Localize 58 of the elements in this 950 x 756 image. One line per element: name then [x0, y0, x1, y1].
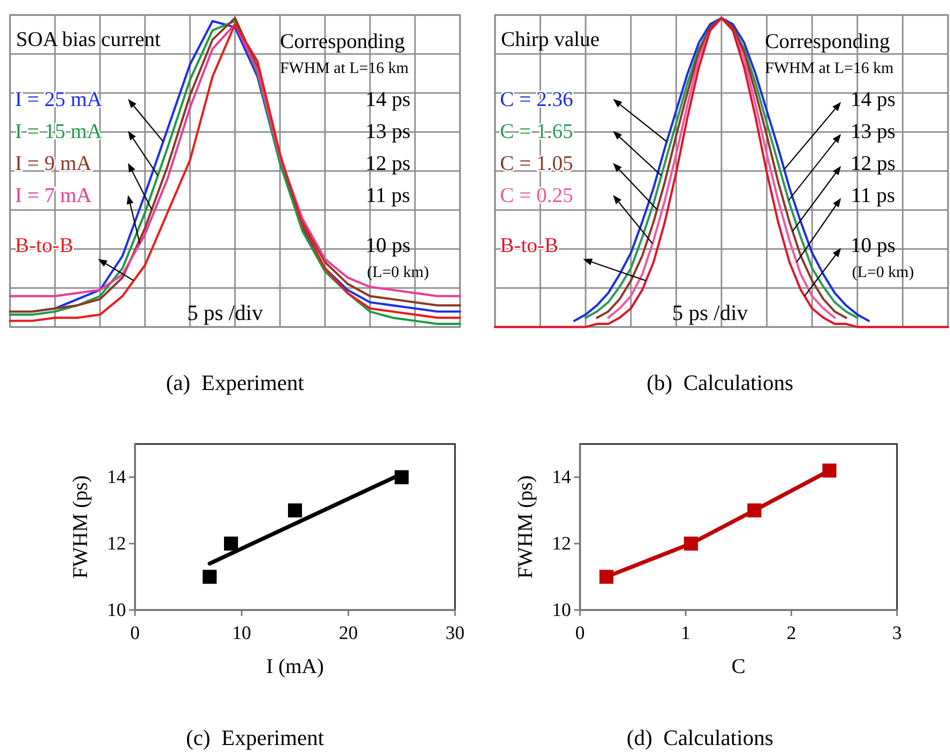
annotation: 13 ps [850, 119, 896, 143]
text: I = 15 mA [15, 119, 103, 143]
point [822, 464, 836, 478]
annotation: 12 ps [850, 151, 896, 175]
text: C = 1.05 [500, 151, 574, 175]
annotation: 12 ps [366, 151, 410, 175]
point [224, 536, 238, 551]
point [599, 570, 614, 584]
y-tick-label: 10 [552, 600, 571, 621]
x-tick-label: 0 [130, 623, 140, 644]
x-tick-label: 1 [680, 623, 690, 644]
x-tick-label: 0 [575, 623, 585, 644]
text: I = 9 mA [15, 151, 92, 175]
x-tick-label: 3 [892, 623, 902, 644]
y-axis-title: FWHM (ps) [513, 475, 537, 579]
text: I = 7 mA [15, 183, 92, 207]
text: (a) Experiment [166, 370, 304, 395]
y-axis-title: FWHM (ps) [68, 475, 92, 579]
text: C = 2.36 [500, 87, 574, 111]
annotation: (L=0 km) [852, 264, 914, 281]
point [202, 570, 217, 584]
legend-title: SOA bias current [16, 27, 161, 51]
y-tick-label: 14 [107, 467, 126, 488]
annotation: 14 ps [366, 87, 410, 111]
annotation: 11 ps [366, 183, 410, 207]
text: B-to-B [15, 233, 74, 257]
annotation: 10 ps [850, 233, 896, 257]
x-tick-label: 30 [446, 623, 464, 644]
y-tick-label: 10 [107, 600, 126, 621]
text: (c) Experiment [186, 725, 324, 750]
y-tick-label: 14 [552, 467, 572, 488]
x-tick-label: 20 [338, 623, 358, 644]
annotation: 10 ps [366, 233, 410, 257]
y-tick-label: 12 [107, 534, 126, 555]
annotation: (L=0 km) [367, 264, 429, 281]
point [747, 503, 762, 518]
annotation: 14 ps [850, 87, 896, 111]
x-tick-label: 2 [786, 623, 796, 644]
annotation: Corresponding [765, 29, 890, 53]
annotation: FWHM at L=16 km [765, 60, 894, 77]
annotation: Corresponding [280, 29, 406, 53]
text: I = 25 mA [15, 87, 103, 111]
legend-title: Chirp value [501, 27, 600, 51]
text: (d) Calculations [626, 725, 774, 750]
x-axis-title: I (mA) [266, 654, 324, 678]
annotation: 5 ps /div [672, 300, 748, 325]
point [684, 536, 698, 551]
annotation: 5 ps /div [187, 300, 263, 325]
annotation: 11 ps [850, 183, 896, 207]
annotation: 13 ps [366, 119, 410, 143]
annotation: FWHM at L=16 km [280, 60, 410, 77]
y-tick-label: 12 [552, 534, 571, 555]
text: C = 1.65 [500, 119, 574, 143]
text: B-to-B [500, 233, 558, 257]
point [288, 503, 302, 518]
x-axis-title: C [731, 654, 746, 678]
x-tick-label: 10 [232, 623, 252, 644]
text: (b) Calculations [646, 370, 794, 395]
